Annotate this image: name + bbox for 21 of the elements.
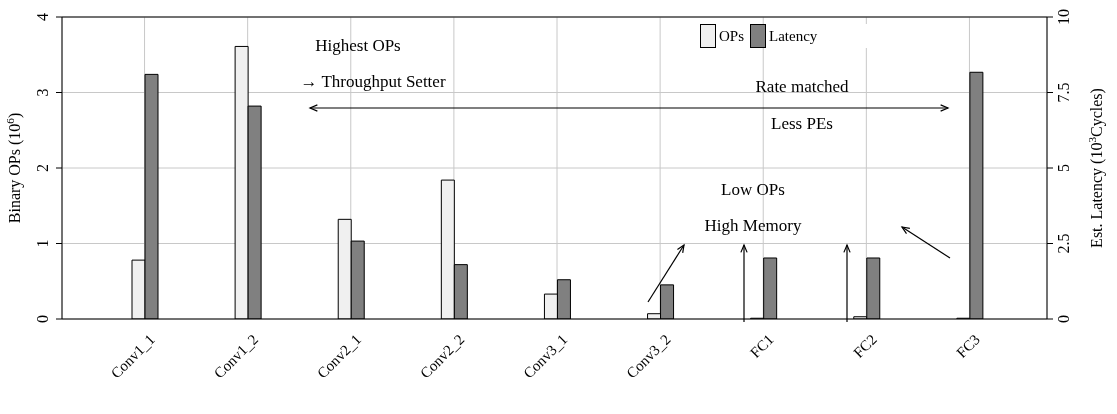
annotation: Less PEs [771,113,833,133]
y2-tick-label: 5 [1055,164,1072,172]
legend-label: Latency [769,27,818,45]
y2-tick-label: 2.5 [1055,233,1072,254]
annotation: Highest OPs [315,35,401,55]
annotation: → Throughput Setter [300,71,446,91]
y2-tick-label: 0 [1055,315,1072,323]
y-tick-label: 0 [34,315,51,323]
y-tick-label: 2 [34,164,51,172]
annotation: High Memory [704,215,802,235]
y-tick-label: 3 [34,88,51,97]
x-tick-label: FC2 [850,331,880,361]
y2-tick-label: 10 [1055,9,1072,25]
x-tick-label: FC3 [953,331,983,361]
x-tick-label: FC1 [747,331,777,361]
legend-label: OPs [719,27,745,45]
annotation: Rate matched [755,76,849,96]
annotation: Low OPs [721,179,785,199]
y-tick-label: 4 [34,13,51,21]
y-tick-label: 1 [34,239,51,248]
y2-tick-label: 7.5 [1055,82,1072,103]
